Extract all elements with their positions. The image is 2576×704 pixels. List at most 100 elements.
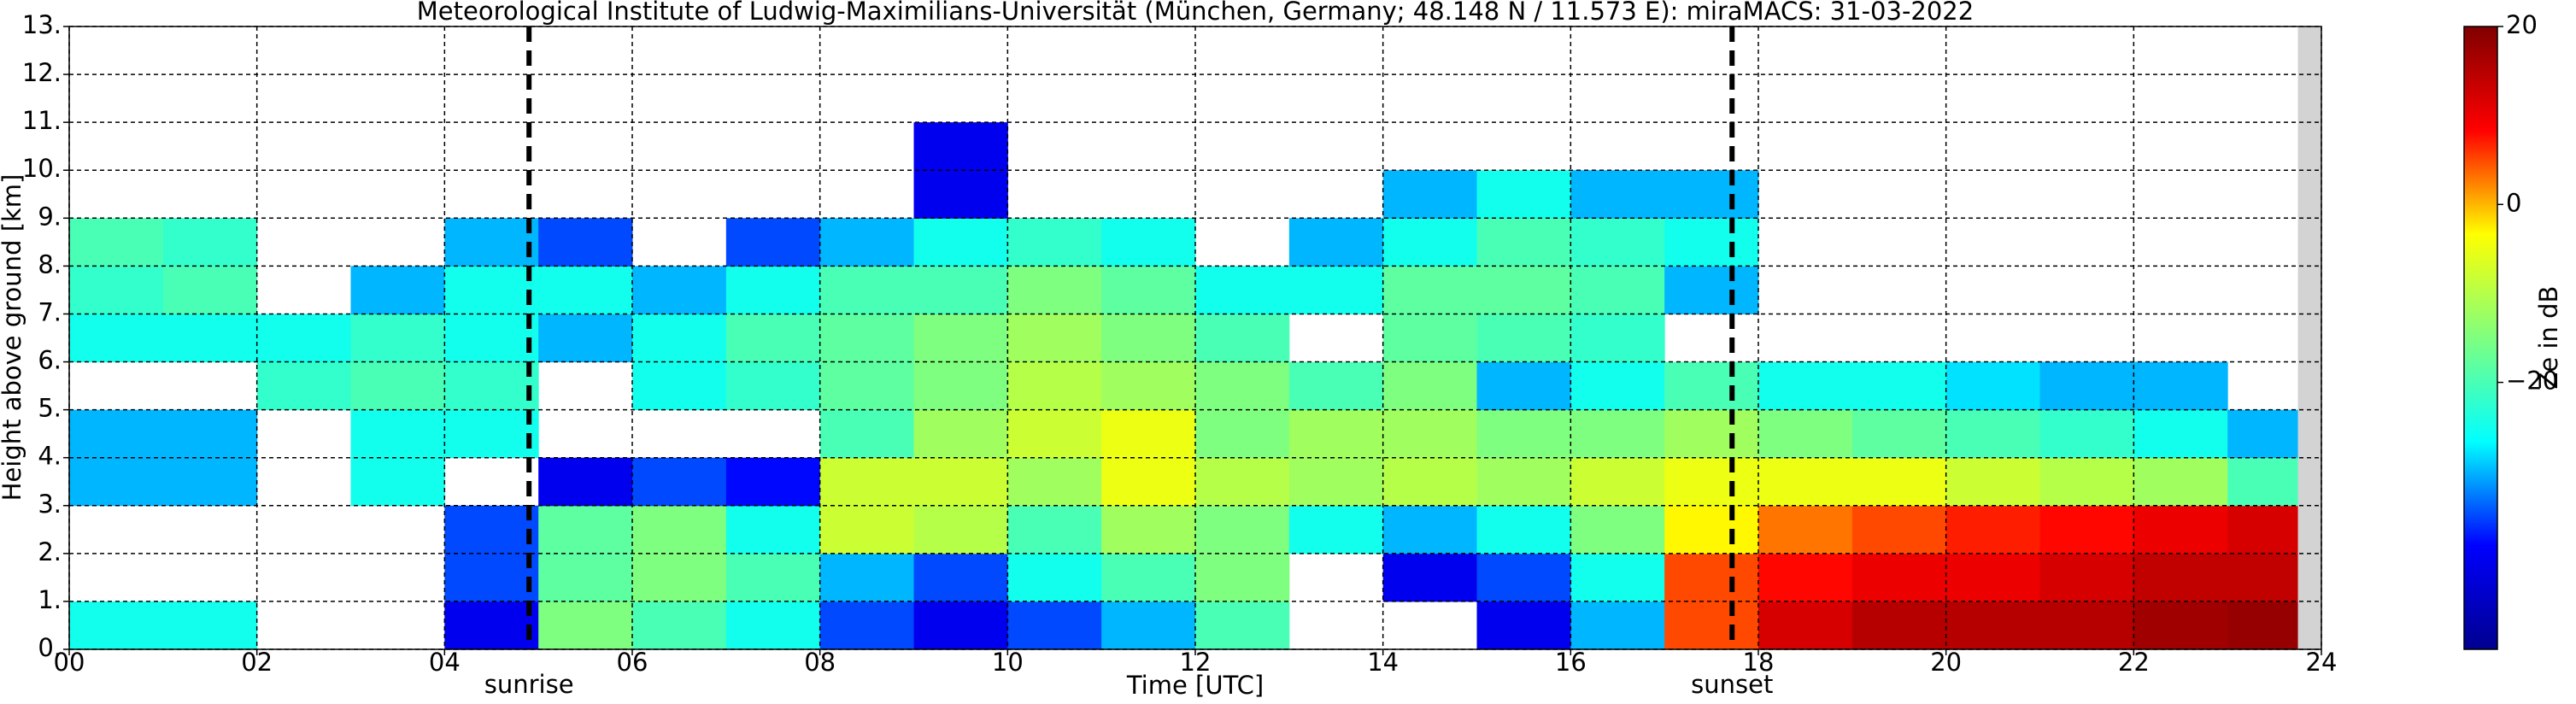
cell [350,361,445,411]
cell [1476,601,1571,650]
y-tick-label: 10. [22,154,62,183]
cell [819,266,914,314]
cell [1664,505,1759,554]
cell [1758,361,1853,411]
cell [1945,553,2040,602]
cell [913,601,1008,650]
missing-band [2297,26,2321,649]
cell [1570,218,1665,267]
cell [913,122,1008,171]
cell [350,457,445,507]
cell [69,457,164,507]
cell [1195,266,1290,314]
cell [725,505,821,554]
cells [69,122,2322,650]
cell [725,457,821,507]
cell [69,218,164,267]
cell [913,457,1008,507]
cell [1570,266,1665,314]
cell [1007,505,1102,554]
cell [632,601,727,650]
cell [725,361,821,411]
y-axis-label: Height above ground [km] [0,174,26,502]
cell [1851,457,1947,507]
y-tick-label: 11. [22,106,62,135]
x-tick-label: 14 [1367,648,1399,677]
cell [1851,553,1947,602]
cell [819,553,914,602]
y-tick-label: 0. [38,633,62,662]
cell [444,601,539,650]
cell [725,266,821,314]
cell [913,409,1008,459]
x-tick-label: 22 [2118,648,2150,677]
cell [1664,553,1759,602]
cell [1288,409,1384,459]
cell [162,266,258,314]
cell [1664,457,1759,507]
cell [1476,314,1571,363]
cell [1101,553,1196,602]
cell [2039,361,2134,411]
cell [1382,218,1477,267]
cell [1007,361,1102,411]
y-tick-label: 6. [38,346,62,375]
cell [444,553,539,602]
cell [1195,409,1290,459]
cell [1851,505,1947,554]
cell [1382,409,1477,459]
cell [1476,457,1571,507]
cell [1758,409,1853,459]
cell [632,361,727,411]
cell [2133,457,2228,507]
cell [1382,266,1477,314]
cell [725,553,821,602]
cell [819,409,914,459]
cell [1007,314,1102,363]
x-tick-label: 10 [992,648,1024,677]
plot-frame [68,26,2322,650]
cell [1476,361,1571,411]
x-tick-label: 06 [617,648,648,677]
cell [2133,601,2228,650]
cell [1288,505,1384,554]
cell [1945,457,2040,507]
cell [1851,409,1947,459]
cell [1945,601,2040,650]
cell [1382,314,1477,363]
cell [1288,361,1384,411]
cell [538,457,633,507]
cell [1570,314,1665,363]
cell [444,314,539,363]
cell [632,266,727,314]
event-label: sunset [1691,670,1773,699]
cell [2039,601,2134,650]
cell [1570,170,1665,219]
cell [1195,505,1290,554]
cell [1570,553,1665,602]
y-tick-label: 7. [38,297,62,326]
cell [1288,266,1384,314]
colorbar-tick-label: −20 [2506,367,2558,396]
cell [1664,218,1759,267]
y-tick-label: 13. [22,10,62,39]
cell [1945,409,2040,459]
cell [1382,505,1477,554]
cell [2133,409,2228,459]
cell [632,505,727,554]
cell [1101,505,1196,554]
y-tick-label: 9. [38,202,62,231]
cell [819,505,914,554]
cell [913,266,1008,314]
x-tick-label: 12 [1180,648,1212,677]
cell [1664,170,1759,219]
colorbar [2463,26,2498,650]
x-tick-label: 20 [1930,648,1962,677]
y-tick-label: 1. [38,585,62,614]
cell [913,553,1008,602]
cell [1101,266,1196,314]
cell [1195,601,1290,650]
cell [1007,601,1102,650]
cell [538,266,633,314]
cell [162,601,258,650]
